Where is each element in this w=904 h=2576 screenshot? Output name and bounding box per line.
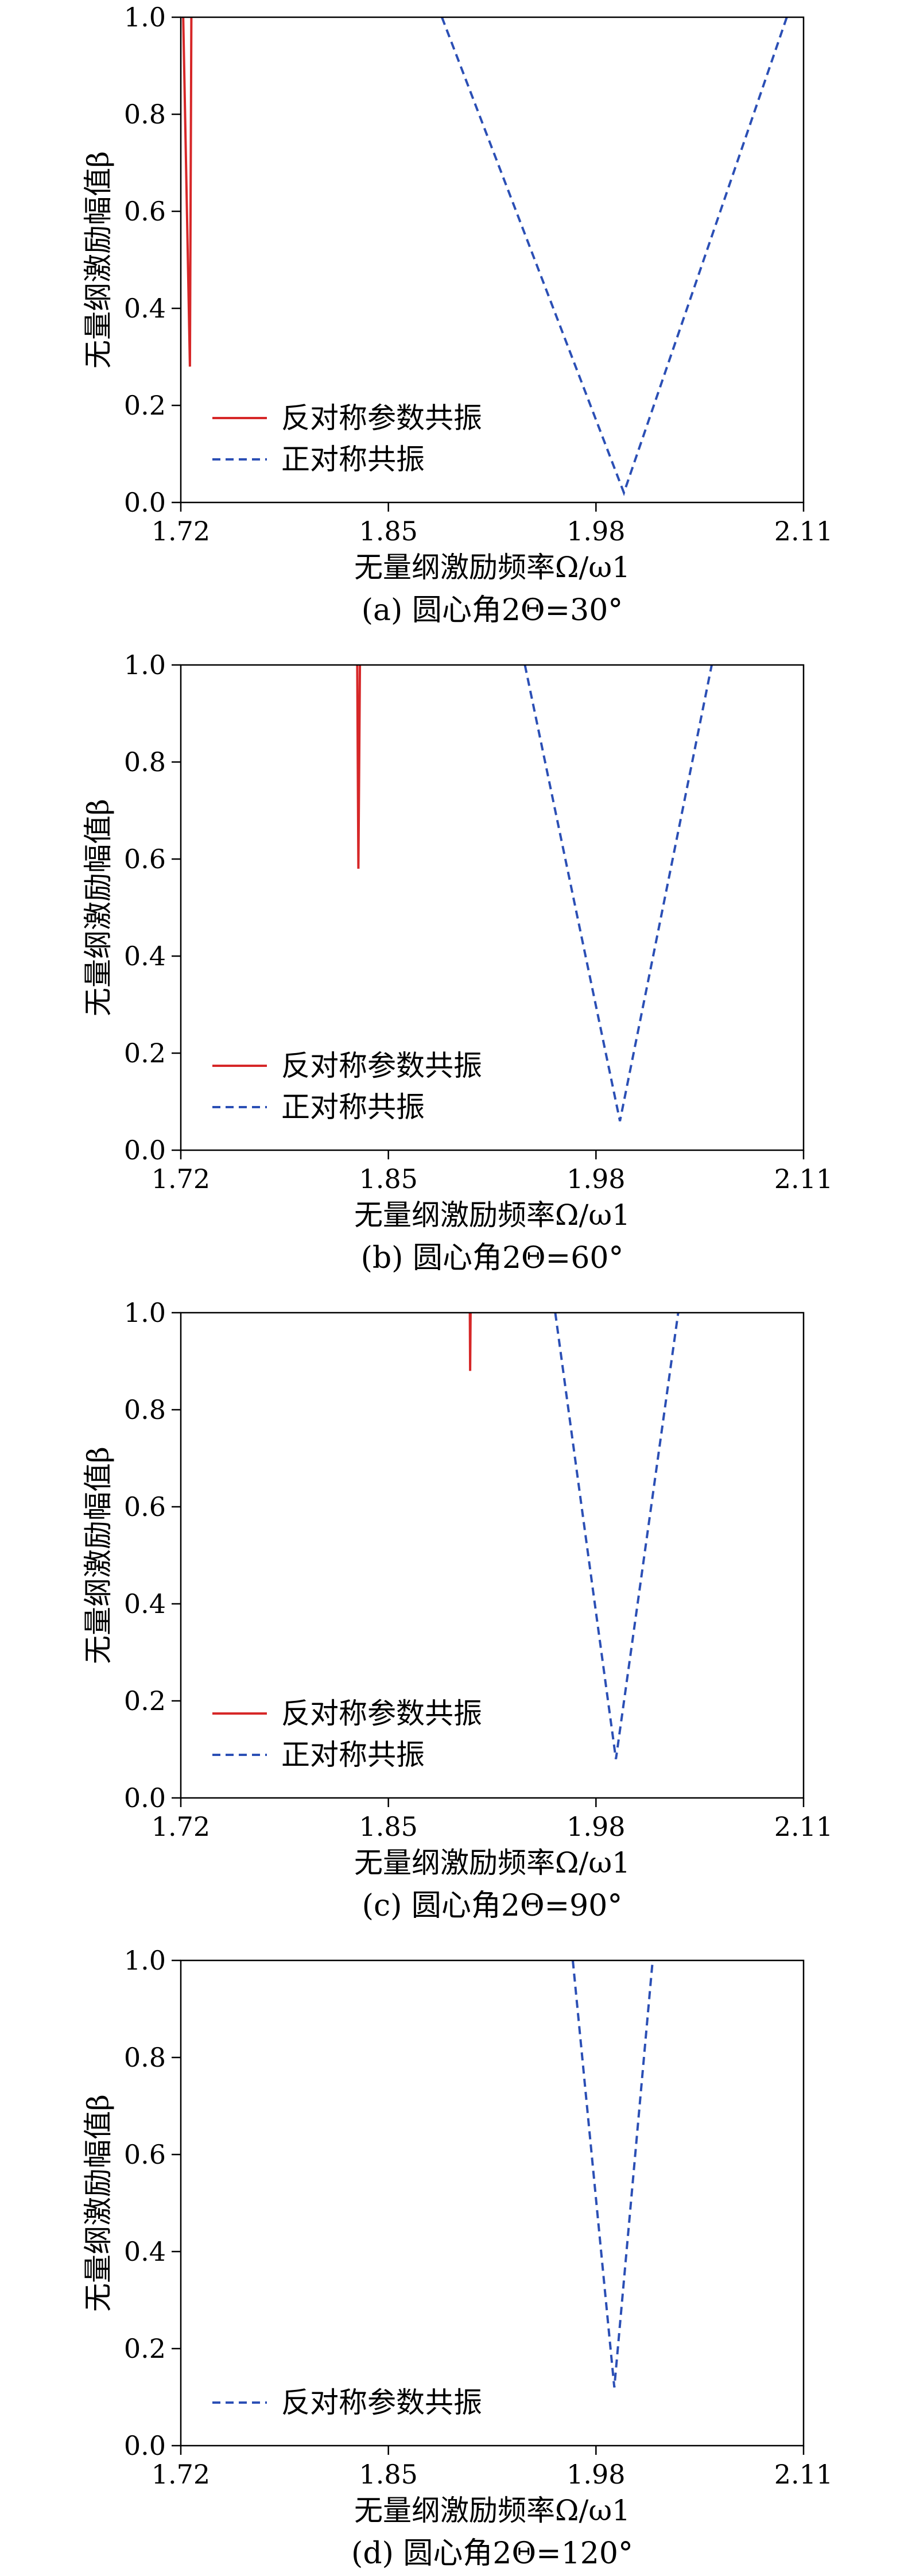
plot-frame (180, 1312, 805, 1799)
y-tick-label: 0.6 (124, 844, 166, 875)
legend-label: 正对称共振 (281, 443, 425, 476)
series-line (441, 17, 788, 496)
series-line (523, 665, 713, 1121)
plot-frame (180, 664, 805, 1151)
x-tick-label: 1.98 (567, 1811, 625, 1842)
x-tick-label: 2.11 (774, 1811, 833, 1842)
x-axis-label: 无量纲激励频率Ω/ω1 (354, 2494, 630, 2527)
y-tick-label: 0.8 (124, 99, 166, 130)
y-tick-label: 0.4 (124, 1588, 166, 1619)
y-tick-label: 0.0 (124, 487, 166, 518)
y-tick-label: 0.4 (124, 2236, 166, 2267)
y-tick-label: 1.0 (124, 2, 166, 33)
x-tick-label: 1.72 (152, 2459, 210, 2490)
x-tick-label: 1.85 (359, 516, 417, 547)
legend-label: 正对称共振 (281, 1738, 425, 1772)
x-tick-label: 1.72 (152, 516, 210, 547)
series-line (468, 1313, 472, 1371)
y-tick-label: 0.8 (124, 1394, 166, 1425)
legend-label: 反对称参数共振 (281, 2386, 482, 2419)
y-tick-label: 1.0 (124, 1945, 166, 1976)
y-axis-label: 无量纲激励幅值β (82, 799, 115, 1016)
series-line (572, 1960, 654, 2388)
x-axis-label: 无量纲激励频率Ω/ω1 (354, 1198, 630, 1232)
series-line (182, 17, 193, 367)
plot-frame (180, 1959, 805, 2447)
x-tick-label: 1.98 (567, 2459, 625, 2490)
x-tick-label: 1.98 (567, 516, 625, 547)
legend-label: 反对称参数共振 (281, 1049, 482, 1082)
x-tick-label: 1.72 (152, 1163, 210, 1194)
x-axis-label: 无量纲激励频率Ω/ω1 (354, 1846, 630, 1879)
y-tick-label: 0.0 (124, 1782, 166, 1813)
chart-panel-2: 0.0 0.2 0.4 0.6 0.8 1.0 1.72 1.85 1.98 2.11 无量纲激励频… (82, 649, 833, 1275)
chart-panel-3: 0.0 0.2 0.4 0.6 0.8 1.0 1.72 1.85 1.98 2.11 无量纲激励频… (82, 1297, 833, 1923)
x-tick-label: 1.72 (152, 1811, 210, 1842)
y-tick-label: 1.0 (124, 1297, 166, 1328)
legend-label: 正对称共振 (281, 1090, 425, 1124)
x-tick-label: 2.11 (774, 516, 833, 547)
x-tick-label: 1.98 (567, 1163, 625, 1194)
panel-caption: (a) 圆心角2Θ=30° (362, 593, 623, 628)
y-tick-label: 0.6 (124, 1491, 166, 1522)
chart-panel-1: 0.0 0.2 0.4 0.6 0.8 1.0 1.72 1.85 1.98 2.11 无量纲激励频… (82, 2, 833, 628)
x-axis-label: 无量纲激励频率Ω/ω1 (354, 551, 630, 584)
y-tick-label: 0.8 (124, 2042, 166, 2073)
y-tick-label: 0.4 (124, 293, 166, 324)
legend-label: 反对称参数共振 (281, 401, 482, 435)
y-tick-label: 0.8 (124, 747, 166, 778)
y-tick-label: 0.4 (124, 941, 166, 972)
panel-caption: (c) 圆心角2Θ=90° (362, 1889, 623, 1923)
panel-caption: (b) 圆心角2Θ=60° (361, 1241, 624, 1275)
x-tick-label: 1.85 (359, 1811, 417, 1842)
x-tick-label: 1.85 (359, 2459, 417, 2490)
y-tick-label: 0.2 (124, 1685, 166, 1716)
x-tick-label: 2.11 (774, 1163, 833, 1194)
y-axis-label: 无量纲激励幅值β (82, 1446, 115, 1664)
y-tick-label: 0.6 (124, 2139, 166, 2170)
plot-frame (180, 16, 805, 504)
y-tick-label: 0.2 (124, 2333, 166, 2364)
x-tick-label: 2.11 (774, 2459, 833, 2490)
y-tick-label: 0.2 (124, 1038, 166, 1069)
y-axis-label: 无量纲激励幅值β (82, 151, 115, 369)
y-axis-label: 无量纲激励幅值β (82, 2094, 115, 2312)
panel-caption: (d) 圆心角2Θ=120° (351, 2536, 633, 2571)
x-tick-label: 1.85 (359, 1163, 417, 1194)
y-tick-label: 0.2 (124, 390, 166, 421)
y-tick-label: 1.0 (124, 649, 166, 680)
y-tick-label: 0.0 (124, 2430, 166, 2461)
series-line (356, 665, 362, 869)
y-tick-label: 0.6 (124, 196, 166, 227)
series-line (554, 1313, 680, 1759)
legend-label: 反对称参数共振 (281, 1697, 482, 1730)
chart-panel-4: 0.0 0.2 0.4 0.6 0.8 1.0 1.72 1.85 1.98 2.11 无量纲激励频… (82, 1945, 833, 2571)
y-tick-label: 0.0 (124, 1135, 166, 1166)
